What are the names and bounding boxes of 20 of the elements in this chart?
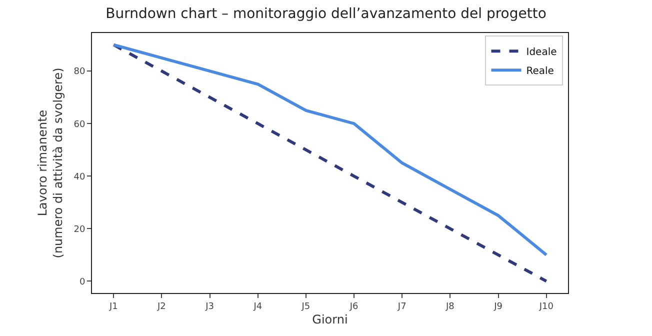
x-tick-label: J3 bbox=[204, 302, 214, 312]
y-tick-label: 80 bbox=[74, 67, 86, 78]
x-tick-label: J2 bbox=[156, 302, 166, 312]
y-tick-label: 40 bbox=[74, 172, 86, 182]
x-tick-label: J5 bbox=[300, 302, 310, 312]
x-tick-label: J4 bbox=[252, 302, 262, 312]
x-tick-label: J7 bbox=[396, 302, 406, 312]
x-axis-title: Giorni bbox=[312, 312, 348, 327]
legend-label: Reale bbox=[526, 66, 554, 77]
x-tick-label: J6 bbox=[348, 302, 358, 312]
y-tick-label: 0 bbox=[79, 277, 86, 288]
x-tick-label: J10 bbox=[538, 302, 554, 312]
x-tick-label: J1 bbox=[108, 302, 118, 312]
legend-label: Ideale bbox=[526, 47, 557, 58]
y-axis-title: Lavoro rimanente (numero di attività da svolgere) bbox=[35, 68, 66, 258]
x-tick-label: J8 bbox=[445, 302, 455, 312]
x-tick-label: J9 bbox=[493, 302, 503, 312]
chart-title: Burndown chart – monitoraggio dell’avanzamento del progetto bbox=[106, 6, 546, 22]
y-tick-label: 60 bbox=[74, 120, 86, 130]
y-tick-label: 20 bbox=[74, 224, 86, 235]
